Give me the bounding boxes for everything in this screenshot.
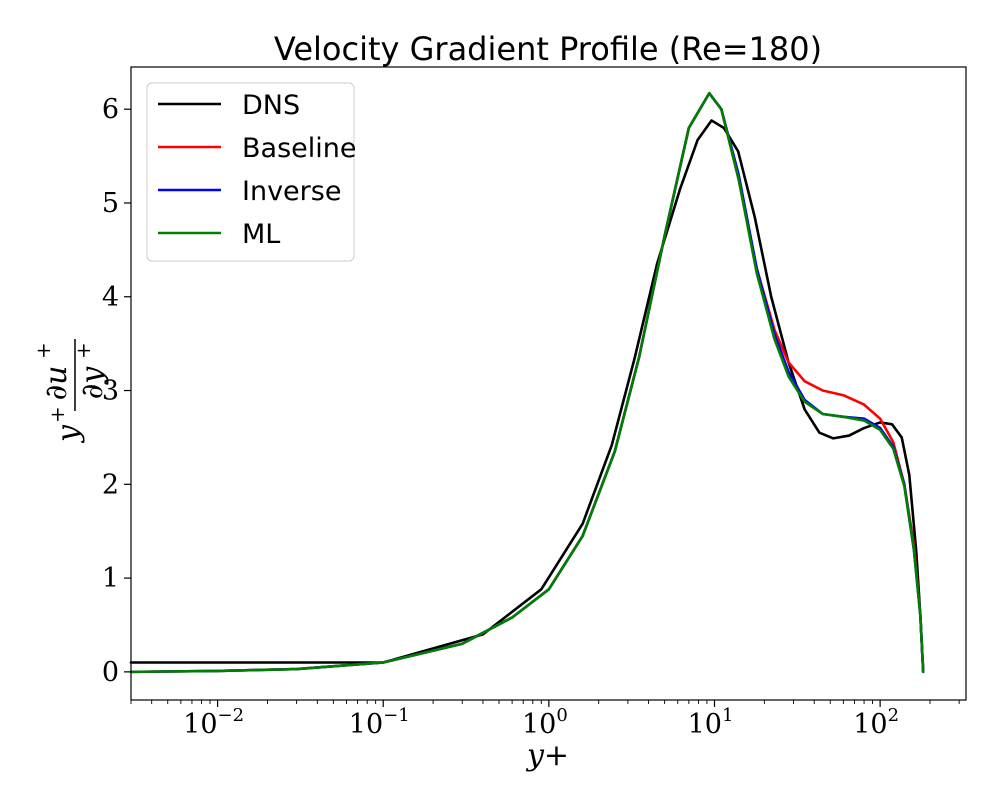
y-tick-label: 6 <box>102 94 119 125</box>
x-tick-label: 100 <box>522 705 568 740</box>
y-tick-label: 4 <box>102 282 119 313</box>
legend: DNS Baseline Inverse ML <box>146 82 356 262</box>
x-tick-label: 10−2 <box>183 705 244 740</box>
legend-label-ml: ML <box>242 219 280 250</box>
y-tick-label: 5 <box>102 188 119 219</box>
y-tick-label: 3 <box>102 376 119 407</box>
legend-label-inverse: Inverse <box>242 176 341 207</box>
chart-title: Velocity Gradient Profile (Re=180) <box>274 30 822 68</box>
series-line-ml <box>129 91 925 674</box>
legend-label-dns: DNS <box>242 90 300 121</box>
x-tick-label: 10−1 <box>349 705 410 740</box>
x-tick-label: 102 <box>853 705 899 740</box>
x-axis-ticks: 10−2 10−1 100 101 102 <box>130 700 960 740</box>
y-axis-label-sup1: + <box>45 406 69 423</box>
y-tick-label: 1 <box>102 563 119 594</box>
series-line-dns <box>129 119 925 674</box>
x-axis-label: y+ <box>525 738 569 773</box>
y-tick-label: 0 <box>102 657 119 688</box>
y-axis-ticks: 0 1 2 3 4 5 6 <box>102 94 131 688</box>
legend-label-baseline: Baseline <box>242 133 356 164</box>
x-tick-label: 101 <box>688 705 734 740</box>
y-axis-label-sup2: + <box>31 342 55 359</box>
y-axis-label-y: y <box>51 424 86 444</box>
legend-box <box>146 82 355 262</box>
y-axis-label-num: ∂u <box>39 366 74 401</box>
y-axis-label: y + ∂u + ∂y + <box>31 339 110 444</box>
y-tick-label: 2 <box>102 469 119 500</box>
y-axis-label-sup3: + <box>71 342 95 359</box>
plot-lines <box>129 91 925 674</box>
y-axis-label-den: ∂y <box>75 366 110 400</box>
